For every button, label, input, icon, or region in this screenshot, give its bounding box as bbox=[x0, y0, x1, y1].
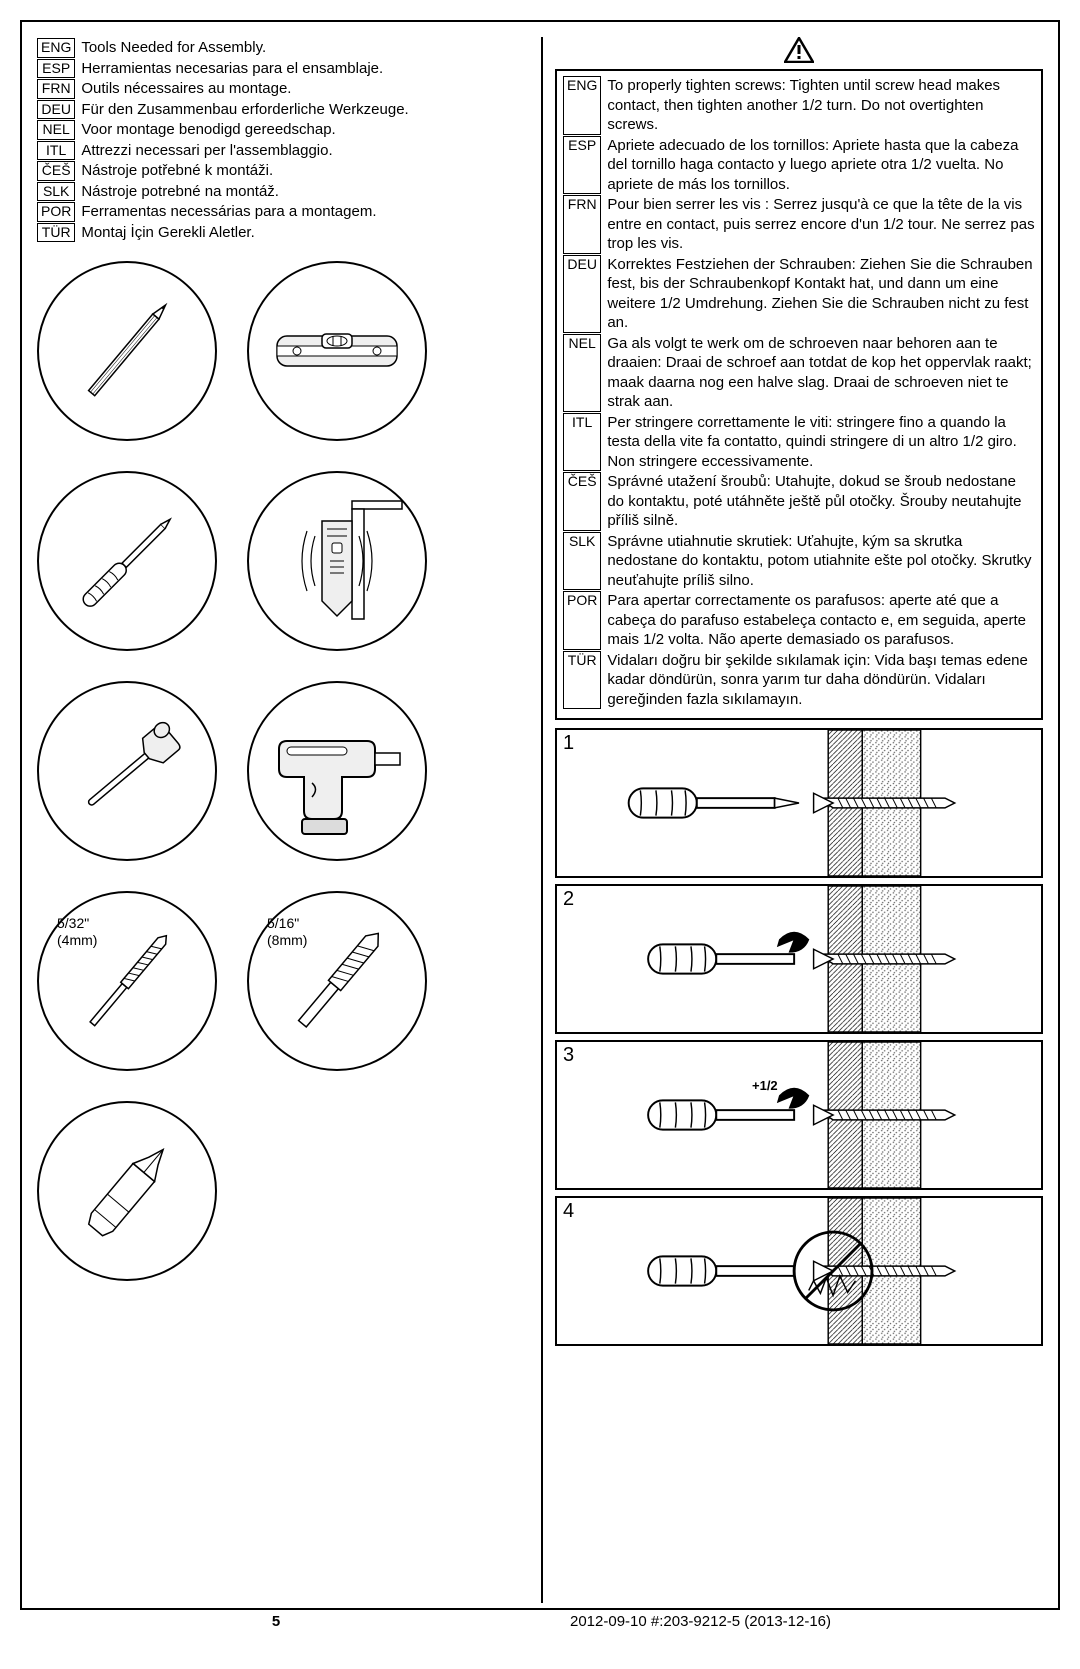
tool-phillips-bit bbox=[37, 1101, 217, 1281]
step-1: 1 bbox=[555, 728, 1043, 878]
lang-text: Správné utažení šroubů: Utahujte, dokud … bbox=[601, 472, 1035, 531]
lang-code: ČEŠ bbox=[37, 161, 75, 181]
lang-code: ITL bbox=[563, 413, 601, 472]
lang-text: Pour bien serrer les vis : Serrez jusqu'… bbox=[601, 195, 1035, 254]
lang-row: ČEŠSprávné utažení šroubů: Utahujte, dok… bbox=[563, 472, 1035, 531]
step-diagram bbox=[557, 1198, 1041, 1344]
lang-row: NELVoor montage benodigd gereedschap. bbox=[37, 120, 409, 140]
lang-row: SLKNástroje potrebné na montáž. bbox=[37, 182, 409, 202]
left-column: ENGTools Needed for Assembly.ESPHerramie… bbox=[37, 37, 531, 1603]
tool-grid: 5/32" (4mm) 5/16" (8mm) bbox=[37, 261, 525, 1281]
footer: 5 2012-09-10 #:203-9212-5 (2013-12-16) bbox=[22, 1613, 1058, 1630]
right-column: ENGTo properly tighten screws: Tighten u… bbox=[541, 37, 1043, 1603]
lang-code: FRN bbox=[563, 195, 601, 254]
lang-row: FRNOutils nécessaires au montage. bbox=[37, 79, 409, 99]
tool-label: 5/32" (4mm) bbox=[57, 915, 97, 949]
lang-row: NELGa als volgt te werk om de schroeven … bbox=[563, 334, 1035, 412]
lang-text: Vidaları doğru bir şekilde sıkılamak içi… bbox=[601, 651, 1035, 710]
half-turn-label: +1/2 bbox=[752, 1078, 778, 1093]
lang-code: ESP bbox=[37, 59, 75, 79]
tool-pencil bbox=[37, 261, 217, 441]
lang-code: ENG bbox=[563, 76, 601, 135]
lang-code: DEU bbox=[563, 255, 601, 333]
lang-row: ESPApriete adecuado de los tornillos: Ap… bbox=[563, 136, 1035, 195]
lang-text: Für den Zusammenbau erforderliche Werkze… bbox=[75, 100, 408, 120]
lang-text: Tools Needed for Assembly. bbox=[75, 38, 408, 58]
tool-drill-bit-small: 5/32" (4mm) bbox=[37, 891, 217, 1071]
lang-row: TÜRMontaj İçin Gerekli Aletler. bbox=[37, 223, 409, 243]
page-frame: ENGTools Needed for Assembly.ESPHerramie… bbox=[20, 20, 1060, 1610]
lang-code: POR bbox=[37, 202, 75, 222]
lang-text: Nástroje potrebné na montáž. bbox=[75, 182, 408, 202]
lang-row: ITLPer stringere correttamente le viti: … bbox=[563, 413, 1035, 472]
warning-row bbox=[555, 37, 1043, 63]
tool-drill bbox=[247, 681, 427, 861]
tool-label: 5/16" (8mm) bbox=[267, 915, 307, 949]
lang-code: ESP bbox=[563, 136, 601, 195]
step-number: 4 bbox=[563, 1200, 574, 1223]
lang-row: ITLAttrezzi necessari per l'assemblaggio… bbox=[37, 141, 409, 161]
lang-row: ESPHerramientas necesarias para el ensam… bbox=[37, 59, 409, 79]
tool-stud-finder bbox=[247, 471, 427, 651]
lang-row: PORFerramentas necessárias para a montag… bbox=[37, 202, 409, 222]
lang-code: NEL bbox=[563, 334, 601, 412]
lang-text: Správne utiahnutie skrutiek: Uťahujte, k… bbox=[601, 532, 1035, 591]
tools-heading-list: ENGTools Needed for Assembly.ESPHerramie… bbox=[37, 37, 409, 243]
lang-row: TÜRVidaları doğru bir şekilde sıkılamak … bbox=[563, 651, 1035, 710]
lang-code: SLK bbox=[37, 182, 75, 202]
lang-row: DEUKorrektes Festziehen der Schrauben: Z… bbox=[563, 255, 1035, 333]
lang-row: ENGTo properly tighten screws: Tighten u… bbox=[563, 76, 1035, 135]
step-number: 1 bbox=[563, 732, 574, 755]
lang-code: ITL bbox=[37, 141, 75, 161]
footer-meta: 2012-09-10 #:203-9212-5 (2013-12-16) bbox=[510, 1613, 1038, 1630]
step-3: 3 +1/2 bbox=[555, 1040, 1043, 1190]
lang-row: FRNPour bien serrer les vis : Serrez jus… bbox=[563, 195, 1035, 254]
lang-code: ČEŠ bbox=[563, 472, 601, 531]
lang-code: POR bbox=[563, 591, 601, 650]
step-number: 2 bbox=[563, 888, 574, 911]
step-2: 2 bbox=[555, 884, 1043, 1034]
step-diagram bbox=[557, 886, 1041, 1032]
steps-container: 1 2 3 +1/2 4 bbox=[555, 728, 1043, 1346]
lang-text: Para apertar correctamente os parafusos:… bbox=[601, 591, 1035, 650]
lang-text: Attrezzi necessari per l'assemblaggio. bbox=[75, 141, 408, 161]
lang-row: PORPara apertar correctamente os parafus… bbox=[563, 591, 1035, 650]
step-number: 3 bbox=[563, 1044, 574, 1067]
lang-text: Montaj İçin Gerekli Aletler. bbox=[75, 223, 408, 243]
lang-code: TÜR bbox=[563, 651, 601, 710]
step-diagram bbox=[557, 1042, 1041, 1188]
tool-level bbox=[247, 261, 427, 441]
page-number: 5 bbox=[42, 1613, 510, 1630]
lang-code: ENG bbox=[37, 38, 75, 58]
lang-code: NEL bbox=[37, 120, 75, 140]
tighten-instructions-box: ENGTo properly tighten screws: Tighten u… bbox=[555, 69, 1043, 720]
lang-text: Per stringere correttamente le viti: str… bbox=[601, 413, 1035, 472]
lang-row: SLKSprávne utiahnutie skrutiek: Uťahujte… bbox=[563, 532, 1035, 591]
lang-text: Nástroje potřebné k montáži. bbox=[75, 161, 408, 181]
lang-text: To properly tighten screws: Tighten unti… bbox=[601, 76, 1035, 135]
lang-text: Apriete adecuado de los tornillos: Aprie… bbox=[601, 136, 1035, 195]
tool-screwdriver bbox=[37, 471, 217, 651]
lang-text: Voor montage benodigd gereedschap. bbox=[75, 120, 408, 140]
lang-text: Ferramentas necessárias para a montagem. bbox=[75, 202, 408, 222]
tool-hammer bbox=[37, 681, 217, 861]
lang-row: ENGTools Needed for Assembly. bbox=[37, 38, 409, 58]
lang-row: ČEŠNástroje potřebné k montáži. bbox=[37, 161, 409, 181]
lang-code: DEU bbox=[37, 100, 75, 120]
lang-code: TÜR bbox=[37, 223, 75, 243]
lang-code: FRN bbox=[37, 79, 75, 99]
lang-text: Outils nécessaires au montage. bbox=[75, 79, 408, 99]
tighten-heading-list: ENGTo properly tighten screws: Tighten u… bbox=[563, 75, 1035, 710]
lang-text: Ga als volgt te werk om de schroeven naa… bbox=[601, 334, 1035, 412]
lang-row: DEUFür den Zusammenbau erforderliche Wer… bbox=[37, 100, 409, 120]
step-diagram bbox=[557, 730, 1041, 876]
lang-code: SLK bbox=[563, 532, 601, 591]
step-4: 4 bbox=[555, 1196, 1043, 1346]
lang-text: Korrektes Festziehen der Schrauben: Zieh… bbox=[601, 255, 1035, 333]
lang-text: Herramientas necesarias para el ensambla… bbox=[75, 59, 408, 79]
warning-icon bbox=[784, 37, 814, 63]
tool-drill-bit-large: 5/16" (8mm) bbox=[247, 891, 427, 1071]
